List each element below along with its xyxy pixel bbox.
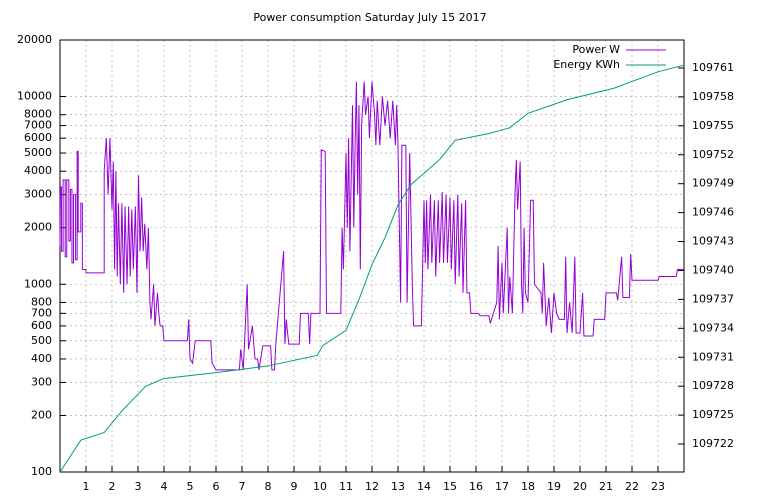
x-tick-label: 12 bbox=[365, 480, 379, 493]
legend-label: Energy KWh bbox=[553, 58, 620, 71]
y-tick-label: 8000 bbox=[24, 108, 52, 121]
y2-tick-label: 109761 bbox=[692, 61, 734, 74]
x-tick-label: 6 bbox=[213, 480, 220, 493]
x-tick-label: 17 bbox=[495, 480, 509, 493]
chart-title: Power consumption Saturday July 15 2017 bbox=[253, 11, 486, 24]
y-tick-label: 7000 bbox=[24, 119, 52, 132]
y2-tick-label: 109758 bbox=[692, 90, 734, 103]
x-tick-label: 5 bbox=[187, 480, 194, 493]
x-tick-label: 14 bbox=[417, 480, 431, 493]
y2-tick-label: 109755 bbox=[692, 119, 734, 132]
y-tick-label: 1000 bbox=[24, 277, 52, 290]
x-tick-label: 7 bbox=[239, 480, 246, 493]
x-tick-label: 20 bbox=[573, 480, 587, 493]
x-tick-label: 11 bbox=[339, 480, 353, 493]
y2-tick-label: 109737 bbox=[692, 292, 734, 305]
y2-tick-label: 109734 bbox=[692, 321, 734, 334]
y-tick-label: 400 bbox=[31, 352, 52, 365]
y-tick-label: 4000 bbox=[24, 164, 52, 177]
y-tick-label: 200 bbox=[31, 408, 52, 421]
y2-tick-label: 109731 bbox=[692, 350, 734, 363]
x-tick-label: 3 bbox=[135, 480, 142, 493]
x-tick-label: 2 bbox=[109, 480, 116, 493]
x-tick-label: 21 bbox=[599, 480, 613, 493]
y-tick-label: 3000 bbox=[24, 188, 52, 201]
x-tick-label: 4 bbox=[161, 480, 168, 493]
y-tick-label: 300 bbox=[31, 375, 52, 388]
x-tick-label: 23 bbox=[651, 480, 665, 493]
y2-tick-label: 109728 bbox=[692, 379, 734, 392]
x-tick-label: 15 bbox=[443, 480, 457, 493]
y2-tick-label: 109743 bbox=[692, 235, 734, 248]
x-tick-label: 16 bbox=[469, 480, 483, 493]
y2-tick-label: 109722 bbox=[692, 437, 734, 450]
y-tick-label: 800 bbox=[31, 295, 52, 308]
x-tick-label: 9 bbox=[291, 480, 298, 493]
series-line bbox=[59, 64, 685, 473]
x-tick-label: 22 bbox=[625, 480, 639, 493]
y-tick-label: 500 bbox=[31, 334, 52, 347]
y-tick-label: 700 bbox=[31, 306, 52, 319]
y-tick-label: 5000 bbox=[24, 146, 52, 159]
plot-border bbox=[59, 39, 685, 473]
y-tick-label: 20000 bbox=[17, 33, 52, 46]
y-tick-label: 100 bbox=[31, 465, 52, 478]
x-tick-label: 10 bbox=[313, 480, 327, 493]
y-tick-label: 600 bbox=[31, 319, 52, 332]
y-tick-label: 2000 bbox=[24, 221, 52, 234]
y2-tick-label: 109746 bbox=[692, 206, 734, 219]
x-tick-label: 13 bbox=[391, 480, 405, 493]
y2-tick-label: 109752 bbox=[692, 148, 734, 161]
y2-tick-label: 109740 bbox=[692, 263, 734, 276]
x-tick-label: 18 bbox=[521, 480, 535, 493]
x-tick-label: 19 bbox=[547, 480, 561, 493]
x-tick-label: 1 bbox=[83, 480, 90, 493]
series-line bbox=[59, 81, 684, 371]
y2-tick-label: 109749 bbox=[692, 177, 734, 190]
y2-tick-label: 109725 bbox=[692, 408, 734, 421]
legend-label: Power W bbox=[572, 43, 620, 56]
x-tick-label: 8 bbox=[265, 480, 272, 493]
y-tick-label: 6000 bbox=[24, 131, 52, 144]
y-tick-label: 10000 bbox=[17, 90, 52, 103]
